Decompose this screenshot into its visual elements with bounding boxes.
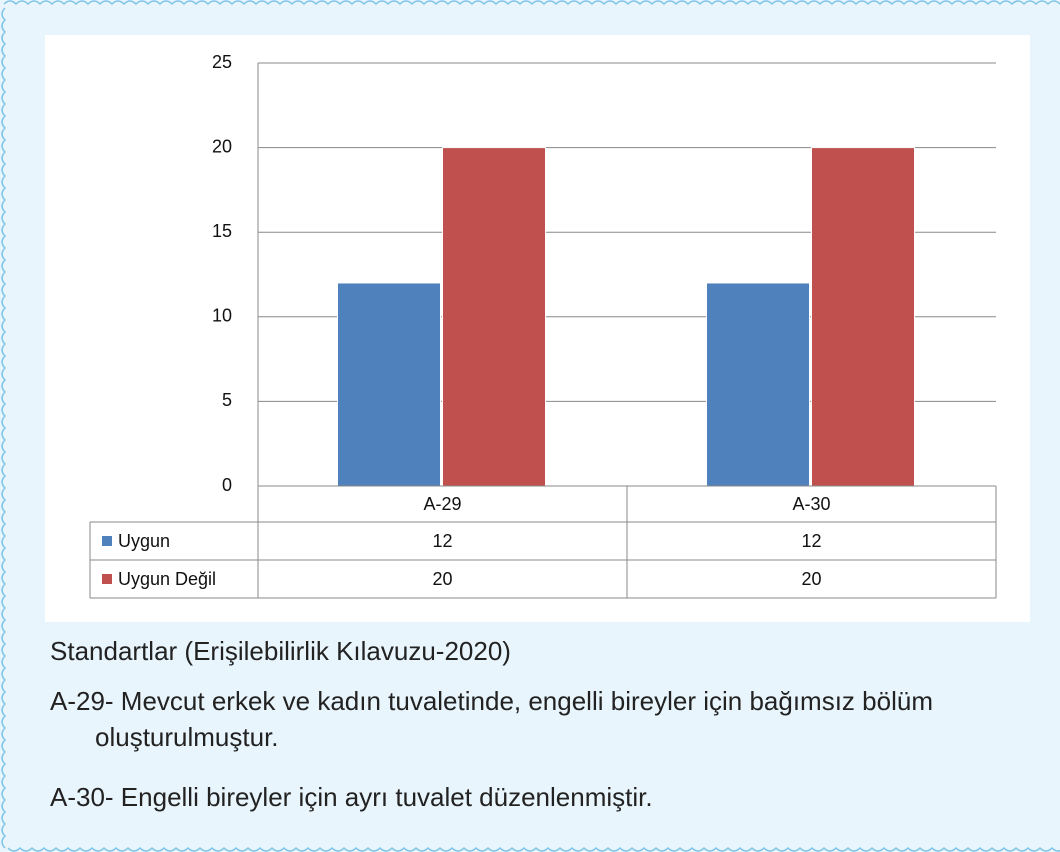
table-value: 12 — [432, 531, 452, 551]
y-tick-label: 25 — [212, 52, 232, 72]
bar — [442, 147, 546, 487]
legend-swatch — [102, 536, 112, 546]
x-tick-label: A-30 — [792, 494, 830, 514]
note-item: A-30- Engelli bireyler için ayrı tuvalet… — [50, 782, 653, 812]
y-tick-label: 15 — [212, 221, 232, 241]
legend-label: Uygun Değil — [118, 569, 216, 589]
table-value: 20 — [801, 569, 821, 589]
x-tick-label: A-29 — [423, 494, 461, 514]
bar — [811, 147, 915, 487]
legend-swatch — [102, 574, 112, 584]
table-value: 20 — [432, 569, 452, 589]
notes-heading: Standartlar (Erişilebilirlik Kılavuzu-20… — [50, 636, 511, 666]
legend-label: Uygun — [118, 531, 170, 551]
y-tick-label: 10 — [212, 306, 232, 326]
y-tick-label: 5 — [222, 390, 232, 410]
y-tick-label: 0 — [222, 475, 232, 495]
bar — [337, 282, 441, 487]
notes: Standartlar (Erişilebilirlik Kılavuzu-20… — [50, 636, 1040, 839]
note-item: A-29- Mevcut erkek ve kadın tuvaletinde,… — [50, 686, 933, 752]
y-tick-label: 20 — [212, 136, 232, 156]
bar — [706, 282, 810, 487]
table-value: 12 — [801, 531, 821, 551]
